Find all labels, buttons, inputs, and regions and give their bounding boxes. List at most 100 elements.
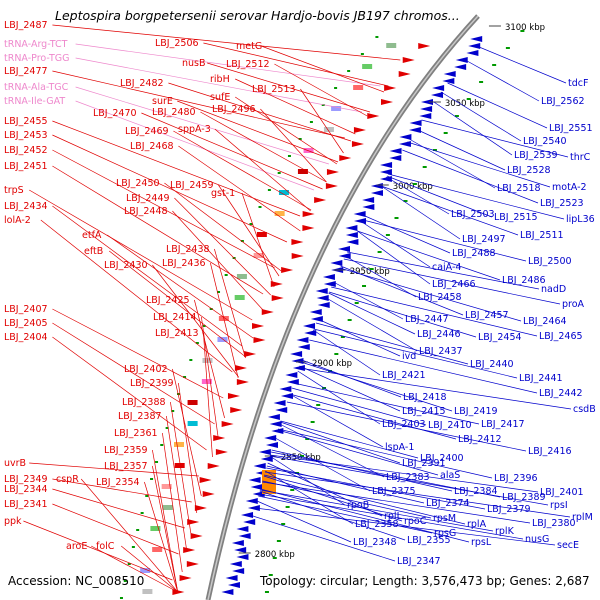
reverse-gene — [269, 421, 282, 427]
reverse-gene — [248, 477, 261, 483]
left-connector — [52, 336, 207, 451]
forward-gene — [230, 407, 243, 413]
middle-feature-label: LBJ_2469 — [125, 126, 169, 137]
ruler-dash — [377, 251, 382, 253]
middle-connector — [106, 234, 254, 339]
ruler-dash — [160, 444, 164, 446]
right-connector — [339, 267, 522, 322]
reverse-gene — [252, 491, 265, 497]
reverse-gene — [442, 78, 455, 84]
right-connector — [264, 474, 466, 525]
ruler-dash — [123, 580, 127, 582]
right-feature-label: ivd — [402, 351, 416, 362]
left-connector — [75, 86, 329, 165]
middle-feature-label: LBJ_2359 — [104, 445, 148, 456]
left-feature-label: tRNA-Pro-TGG — [4, 53, 69, 64]
left-feature-label: uvrB — [4, 458, 26, 469]
reverse-gene — [345, 232, 358, 238]
right-connector — [269, 455, 549, 506]
cds-block — [187, 421, 198, 426]
middle-connector — [152, 449, 179, 593]
forward-gene — [252, 323, 265, 329]
right-connector — [381, 185, 519, 236]
reverse-gene — [362, 204, 375, 210]
forward-gene — [339, 155, 352, 161]
left-feature-label: LBJ_2452 — [4, 145, 48, 156]
reverse-gene — [338, 246, 351, 252]
reverse-gene — [304, 330, 317, 336]
forward-gene — [213, 435, 226, 441]
ruler-dash — [328, 370, 333, 372]
right-connector — [476, 45, 567, 84]
right-connector — [381, 185, 461, 240]
reverse-gene — [345, 225, 358, 231]
middle-feature-label: nusB — [182, 58, 206, 69]
middle-connector — [174, 197, 271, 296]
reverse-gene — [470, 36, 483, 42]
right-feature-label: LBJ_2442 — [539, 388, 583, 399]
middle-connector — [144, 481, 179, 593]
right-feature-label: LBJ_2488 — [452, 248, 496, 259]
right-feature-label: proA — [562, 299, 585, 310]
right-connector — [333, 281, 404, 320]
forward-gene — [186, 561, 199, 567]
right-connector — [262, 480, 432, 519]
reverse-gene — [225, 575, 238, 581]
right-feature-label: caiA-4 — [432, 262, 461, 273]
reverse-gene — [231, 540, 244, 546]
right-feature-label: LBJ_2497 — [462, 234, 506, 245]
reverse-gene — [290, 351, 303, 357]
reverse-gene — [399, 134, 412, 140]
middle-feature-label: aroE — [66, 541, 87, 552]
ruler-dash — [466, 98, 471, 100]
right-connector — [415, 128, 506, 171]
ruler-dash — [145, 495, 149, 497]
right-feature-label: LBJ_2374 — [426, 498, 470, 509]
right-connector — [297, 370, 381, 425]
ruler-dash — [310, 421, 315, 423]
ruler-tick-label: 3050 kbp — [445, 99, 485, 109]
forward-gene — [227, 393, 240, 399]
middle-feature-label: LBJ_2438 — [166, 244, 210, 255]
left-feature-label: tRNA-Arg-TCT — [4, 39, 68, 50]
forward-gene — [234, 365, 247, 371]
right-connector — [256, 500, 352, 543]
right-connector — [347, 251, 540, 290]
middle-connector — [178, 382, 198, 514]
right-connector — [275, 437, 371, 492]
ruler-dash — [277, 172, 281, 174]
forward-gene — [402, 57, 415, 63]
reverse-gene — [227, 582, 240, 588]
middle-connector — [80, 478, 179, 593]
ruler-dash — [177, 393, 181, 395]
right-feature-label: LBJ_2389 — [502, 492, 546, 503]
right-feature-label: LBJ_2528 — [507, 165, 551, 176]
ruler-dash — [354, 302, 359, 304]
ruler-dash — [340, 336, 345, 338]
forward-gene — [302, 225, 315, 231]
right-connector — [259, 489, 494, 532]
ruler-dash — [268, 574, 273, 576]
right-connector — [440, 91, 522, 142]
cds-block — [323, 127, 334, 132]
ruler-dash — [505, 47, 510, 49]
middle-connector — [178, 145, 301, 232]
left-feature-label: tRNA-Ala-TGC — [4, 82, 69, 93]
right-feature-label: LBJ_2416 — [528, 446, 572, 457]
right-connector — [266, 465, 425, 504]
left-connector — [52, 322, 215, 425]
reverse-gene — [431, 92, 444, 98]
map-title-text: Leptospira borgpetersenii serovar Hardjo… — [55, 8, 460, 23]
ruler-dash — [385, 234, 390, 236]
ruler-dash — [298, 138, 302, 140]
reverse-gene — [229, 561, 242, 567]
middle-connector — [260, 108, 327, 183]
right-connector — [291, 387, 427, 426]
left-feature-label: ppk — [4, 516, 22, 527]
cds-block — [140, 568, 151, 573]
reverse-gene — [267, 414, 280, 420]
right-feature-label: LBJ_2464 — [523, 316, 567, 327]
reverse-gene — [245, 498, 258, 504]
forward-gene — [199, 477, 212, 483]
left-feature-label: LBJ_2434 — [4, 201, 48, 212]
